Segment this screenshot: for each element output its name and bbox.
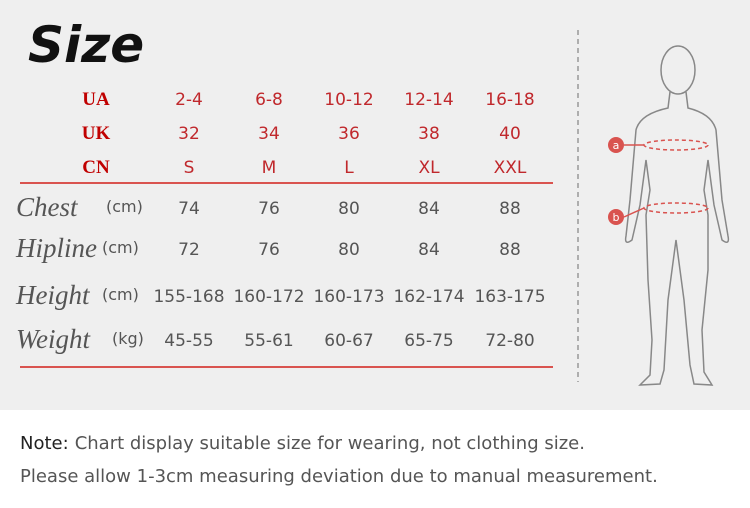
- cell: 84: [418, 240, 440, 260]
- cell: 160-172: [233, 287, 304, 307]
- row-label: Chest: [16, 192, 79, 222]
- marker-badge: [608, 137, 624, 153]
- row-unit: (cm): [102, 285, 139, 304]
- header-cell: 38: [418, 124, 440, 144]
- header-label: CN: [82, 157, 110, 178]
- row-label: Weight: [16, 324, 91, 354]
- header-cell: 34: [258, 124, 280, 144]
- header-cell: 2-4: [175, 90, 203, 110]
- note-line: Note: Chart display suitable size for wea…: [20, 433, 585, 454]
- cell: 163-175: [474, 287, 545, 307]
- cell: 80: [338, 199, 360, 219]
- header-cell: 36: [338, 124, 360, 144]
- cell: 155-168: [153, 287, 224, 307]
- header-cell: 32: [178, 124, 200, 144]
- header-label: UA: [82, 89, 110, 110]
- header-cell: 40: [499, 124, 521, 144]
- cell: 55-61: [244, 331, 293, 351]
- header-cell: M: [262, 158, 277, 178]
- header-cell: 12-14: [404, 90, 453, 110]
- header-cell: L: [344, 158, 354, 178]
- header-cell: XXL: [494, 158, 527, 178]
- title: Size: [28, 16, 144, 74]
- note-text: Chart display suitable size for wearing,…: [75, 433, 585, 454]
- marker-badge: [608, 209, 624, 225]
- header-cell: XL: [418, 158, 440, 178]
- header-label: UK: [82, 123, 111, 144]
- row-unit: (cm): [102, 238, 139, 257]
- header-cell: 16-18: [485, 90, 534, 110]
- pointer: [623, 207, 645, 218]
- row-label: Height: [15, 280, 91, 310]
- header-cell: 10-12: [324, 90, 373, 110]
- cell: 88: [499, 199, 521, 219]
- cell: 60-67: [324, 331, 373, 351]
- header-cell: 6-8: [255, 90, 283, 110]
- cell: 88: [499, 240, 521, 260]
- cell: 84: [418, 199, 440, 219]
- cell: 160-173: [313, 287, 384, 307]
- note-label: Note:: [20, 433, 69, 454]
- body-figure: [624, 45, 730, 386]
- cell: 65-75: [404, 331, 453, 351]
- cell: 45-55: [164, 331, 213, 351]
- cell: 72: [178, 240, 200, 260]
- row-unit: (cm): [106, 197, 143, 216]
- cell: 74: [178, 199, 200, 219]
- cell: 76: [258, 240, 280, 260]
- header-cell: S: [184, 158, 195, 178]
- chart-background: [0, 0, 750, 410]
- marker-label: a: [613, 139, 620, 152]
- cell: 72-80: [485, 331, 534, 351]
- row-unit: (kg): [112, 329, 144, 348]
- cell: 80: [338, 240, 360, 260]
- cell: 162-174: [393, 287, 464, 307]
- marker-label: b: [613, 211, 620, 224]
- row-label: Hipline: [15, 233, 97, 263]
- note-line: Please allow 1-3cm measuring deviation d…: [20, 466, 658, 487]
- cell: 76: [258, 199, 280, 219]
